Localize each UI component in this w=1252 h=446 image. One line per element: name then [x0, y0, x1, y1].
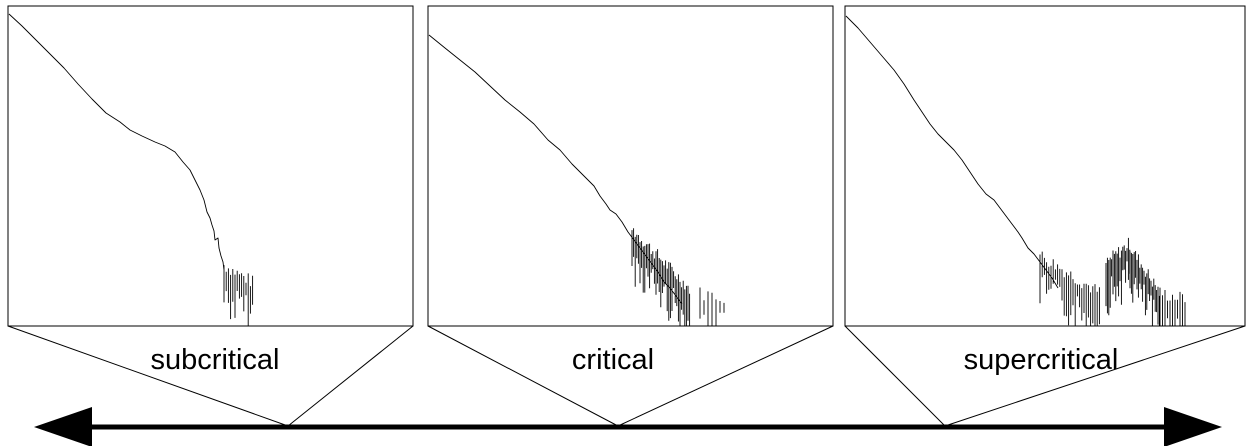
distribution-curve-supercritical [845, 15, 1186, 326]
trapezoid-right-subcritical [287, 325, 414, 427]
trapezoid-left-subcritical [7, 325, 289, 427]
plot-frame-supercritical [844, 5, 1246, 327]
panel-label-supercritical: supercritical [964, 344, 1119, 376]
plot-frame-subcritical [7, 5, 414, 327]
panel-subcritical: subcritical [7, 5, 414, 427]
panel-supercritical: supercritical [844, 5, 1246, 427]
trapezoid-right-supercritical [944, 325, 1246, 427]
distribution-curve-subcritical [8, 13, 254, 326]
panel-label-subcritical: subcritical [151, 344, 280, 376]
distribution-curve-critical [428, 34, 725, 326]
arrowhead-right [1164, 407, 1222, 446]
plot-frame-critical [427, 5, 834, 327]
panel-critical: critical [427, 5, 834, 427]
criticality-axis-arrow [34, 407, 1222, 446]
trapezoid-left-critical [427, 325, 619, 427]
arrowhead-left [34, 407, 92, 446]
trapezoid-right-critical [617, 325, 834, 427]
panel-label-critical: critical [572, 344, 654, 376]
trapezoid-left-supercritical [844, 325, 946, 427]
